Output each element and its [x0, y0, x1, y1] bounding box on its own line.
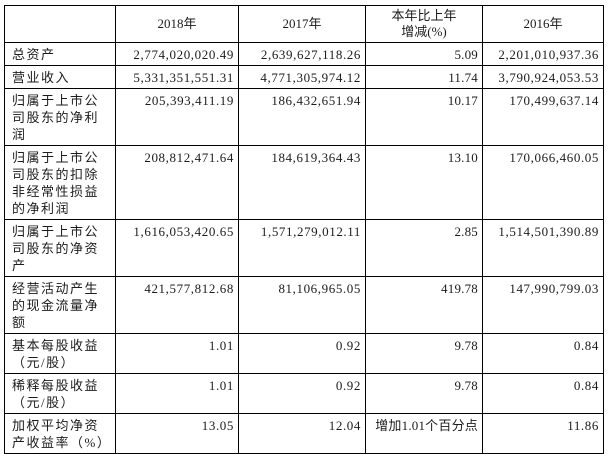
cell-2016: 170,499,637.14 [482, 88, 604, 146]
row-label-net-assets: 归属于上市公 司股东的净资 产 [4, 219, 116, 277]
row-label-net-profit: 归属于上市公 司股东的净利 润 [4, 88, 116, 146]
cell-2016: 11.86 [482, 413, 604, 454]
row-label-diluted-eps: 稀释每股收益 （元/股） [4, 373, 116, 414]
cell-change: 9.78 [365, 373, 483, 414]
table-row: 总资产 2,774,020,020.49 2,639,627,118.26 5.… [4, 42, 604, 66]
cell-2016: 3,790,924,053.53 [482, 65, 604, 89]
cell-2016: 147,990,799.03 [482, 276, 604, 334]
cell-2017: 184,619,364.43 [238, 145, 366, 220]
cell-change: 10.17 [365, 88, 483, 146]
cell-2017: 12.04 [238, 413, 366, 454]
cell-2017: 81,106,965.05 [238, 276, 366, 334]
cell-2018: 5,331,351,551.31 [115, 65, 239, 89]
table-row: 加权平均净资 产收益率（%） 13.05 12.04 增加1.01个百分点 11… [4, 413, 604, 454]
row-label-weighted-avg-roe: 加权平均净资 产收益率（%） [4, 413, 116, 454]
cell-2016: 170,066,460.05 [482, 145, 604, 220]
table-row: 基本每股收益 （元/股） 1.01 0.92 9.78 0.84 [4, 333, 604, 374]
table-row: 归属于上市公 司股东的扣除 非经常性损益 的净利润 208,812,471.64… [4, 145, 604, 220]
cell-2016: 1,514,501,390.89 [482, 219, 604, 277]
cell-2017: 1,571,279,012.11 [238, 219, 366, 277]
row-label-operating-cash-flow: 经营活动产生 的现金流量净 额 [4, 276, 116, 334]
cell-2018: 421,577,812.68 [115, 276, 239, 334]
cell-change: 2.85 [365, 219, 483, 277]
cell-change: 增加1.01个百分点 [365, 413, 483, 454]
header-row: 2018年 2017年 本年比上年 增减(%) 2016年 [4, 5, 604, 43]
cell-change: 419.78 [365, 276, 483, 334]
cell-2018: 208,812,471.64 [115, 145, 239, 220]
table-row: 归属于上市公 司股东的净资 产 1,616,053,420.65 1,571,2… [4, 219, 604, 277]
cell-2017: 0.92 [238, 373, 366, 414]
row-label-net-profit-deducting-nonrecurring: 归属于上市公 司股东的扣除 非经常性损益 的净利润 [4, 145, 116, 220]
cell-2017: 2,639,627,118.26 [238, 42, 366, 66]
row-label-operating-revenue: 营业收入 [4, 65, 116, 89]
cell-2017: 0.92 [238, 333, 366, 374]
row-label-total-assets: 总资产 [4, 42, 116, 66]
cell-2018: 2,774,020,020.49 [115, 42, 239, 66]
cell-change: 11.74 [365, 65, 483, 89]
cell-2018: 1.01 [115, 333, 239, 374]
cell-2018: 13.05 [115, 413, 239, 454]
cell-2018: 1,616,053,420.65 [115, 219, 239, 277]
cell-change: 9.78 [365, 333, 483, 374]
cell-change: 5.09 [365, 42, 483, 66]
header-indicator [4, 5, 116, 43]
cell-2016: 0.84 [482, 373, 604, 414]
header-2017: 2017年 [238, 5, 366, 43]
header-2018: 2018年 [115, 5, 239, 43]
cell-2018: 1.01 [115, 373, 239, 414]
table-row: 营业收入 5,331,351,551.31 4,771,305,974.12 1… [4, 65, 604, 89]
table-row: 经营活动产生 的现金流量净 额 421,577,812.68 81,106,96… [4, 276, 604, 334]
cell-2016: 2,201,010,937.36 [482, 42, 604, 66]
financial-summary-table: 2018年 2017年 本年比上年 增减(%) 2016年 总资产 2,774,… [4, 5, 604, 454]
cell-change: 13.10 [365, 145, 483, 220]
cell-2016: 0.84 [482, 333, 604, 374]
row-label-basic-eps: 基本每股收益 （元/股） [4, 333, 116, 374]
cell-2018: 205,393,411.19 [115, 88, 239, 146]
cell-2017: 186,432,651.94 [238, 88, 366, 146]
table-row: 归属于上市公 司股东的净利 润 205,393,411.19 186,432,6… [4, 88, 604, 146]
header-2016: 2016年 [482, 5, 604, 43]
header-yoy-change: 本年比上年 增减(%) [365, 5, 483, 43]
cell-2017: 4,771,305,974.12 [238, 65, 366, 89]
table-row: 稀释每股收益 （元/股） 1.01 0.92 9.78 0.84 [4, 373, 604, 414]
